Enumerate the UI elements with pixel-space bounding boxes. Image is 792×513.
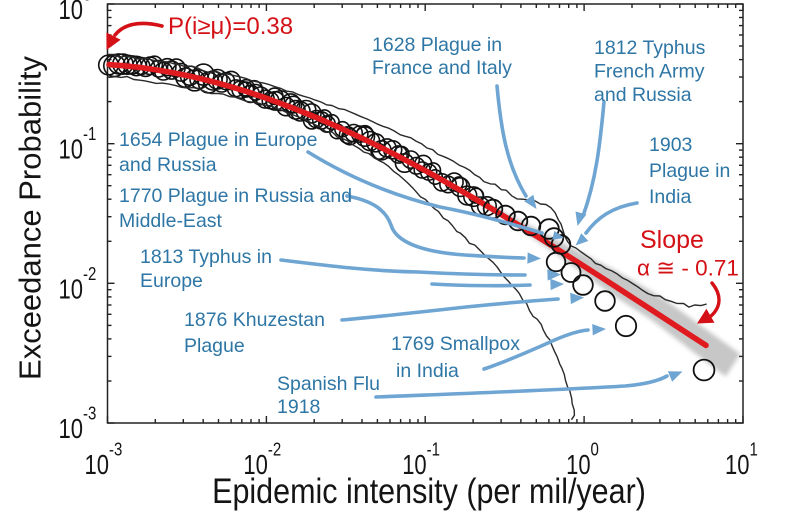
svg-text:1813 Typhus in: 1813 Typhus in xyxy=(140,246,272,268)
svg-text:Middle-East: Middle-East xyxy=(119,210,223,232)
svg-text:Plague: Plague xyxy=(184,335,245,357)
svg-text:1654 Plague in Europe: 1654 Plague in Europe xyxy=(119,129,317,151)
svg-text:1770 Plague in Russia and: 1770 Plague in Russia and xyxy=(119,185,352,207)
svg-text:1903: 1903 xyxy=(649,134,692,156)
svg-text:Europe: Europe xyxy=(140,270,203,292)
svg-text:1876 Khuzestan: 1876 Khuzestan xyxy=(184,309,325,331)
svg-text:in India: in India xyxy=(396,360,459,382)
svg-text:French Army: French Army xyxy=(594,61,705,83)
svg-text:α ≅ - 0.71: α ≅ - 0.71 xyxy=(637,256,739,281)
svg-text:Epidemic intensity (per mil/ye: Epidemic intensity (per mil/year) xyxy=(212,471,646,510)
svg-text:India: India xyxy=(649,186,691,208)
svg-text:1769 Smallpox: 1769 Smallpox xyxy=(391,333,520,355)
svg-text:France and Italy: France and Italy xyxy=(372,57,512,79)
svg-text:1628 Plague in: 1628 Plague in xyxy=(372,34,502,56)
svg-text:1918: 1918 xyxy=(277,396,320,418)
svg-text:Exceedance Probability: Exceedance Probability xyxy=(13,56,48,380)
svg-text:Spanish Flu: Spanish Flu xyxy=(277,373,380,395)
svg-text:1812 Typhus: 1812 Typhus xyxy=(594,37,706,59)
svg-text:Slope: Slope xyxy=(640,226,704,254)
svg-text:and Russia: and Russia xyxy=(119,154,217,176)
svg-text:and Russia: and Russia xyxy=(594,84,692,106)
svg-text:Plague in: Plague in xyxy=(649,160,730,182)
svg-text:P(i≥μ)=0.38: P(i≥μ)=0.38 xyxy=(168,13,293,40)
